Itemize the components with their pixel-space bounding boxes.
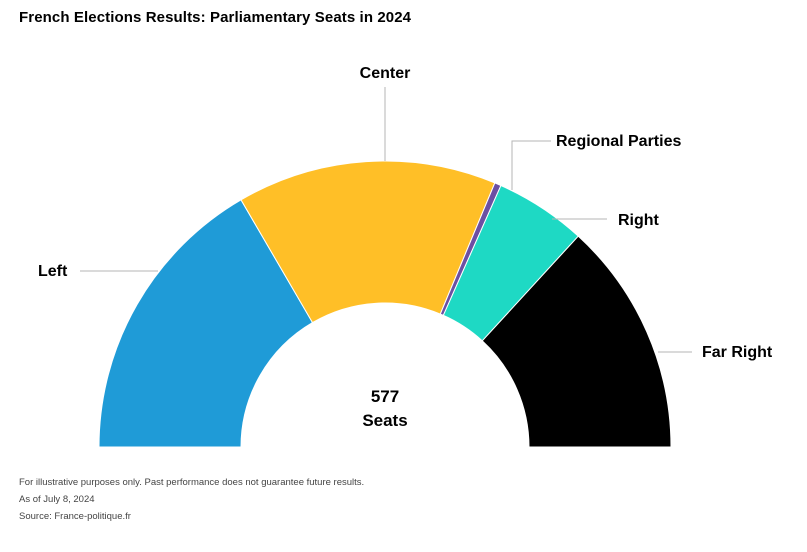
source-note: Source: France-politique.fr (19, 511, 131, 522)
chart-slices (98, 160, 672, 448)
footnotes: For illustrative purposes only. Past per… (19, 474, 364, 525)
label-center: Center (360, 65, 411, 82)
slice-left (98, 199, 314, 448)
label-regional-parties: Regional Parties (556, 133, 681, 150)
slice-center (240, 160, 496, 324)
label-far-right: Far Right (702, 344, 773, 361)
label-right: Right (618, 212, 660, 229)
label-left: Left (38, 263, 68, 280)
total-seats-value: 577 (371, 387, 399, 406)
chart-labels: Left Center Regional Parties Right Far Right (38, 65, 773, 361)
chart-leader-lines (80, 87, 692, 353)
disclaimer-note: For illustrative purposes only. Past per… (19, 477, 365, 488)
slice-far-right (481, 235, 672, 448)
total-seats-unit: Seats (362, 411, 407, 430)
leader-line-regional-parties (511, 140, 551, 190)
date-note: As of July 8, 2024 (19, 494, 95, 505)
chart-title: French Elections Results: Parliamentary … (19, 9, 412, 26)
